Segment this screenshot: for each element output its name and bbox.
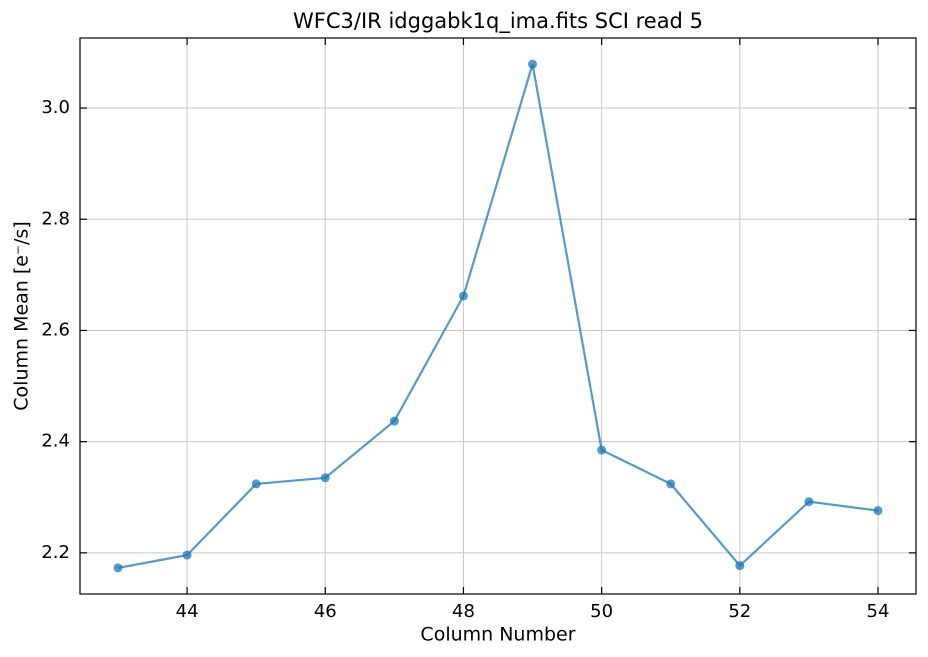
data-point: [528, 59, 538, 69]
x-tick-label: 50: [590, 601, 613, 622]
x-tick-label: 48: [452, 601, 475, 622]
y-tick-label: 2.6: [41, 319, 70, 340]
data-point: [597, 445, 607, 455]
data-point: [666, 479, 676, 489]
data-point: [320, 473, 330, 483]
plot-frame: [79, 37, 917, 595]
x-tick-label: 52: [728, 601, 751, 622]
y-tick-label: 2.4: [41, 431, 70, 452]
y-axis-label: Column Mean [e⁻/s]: [11, 221, 33, 410]
y-tick-label: 3.0: [41, 97, 70, 118]
data-point: [113, 563, 123, 573]
data-point: [735, 561, 745, 571]
x-tick-label: 44: [176, 601, 199, 622]
data-point: [804, 497, 814, 507]
data-point: [251, 479, 261, 489]
data-line: [117, 63, 879, 569]
y-tick-label: 2.8: [41, 208, 70, 229]
data-point: [873, 506, 883, 516]
x-axis-label: Column Number: [420, 624, 575, 646]
y-tick-label: 2.2: [41, 542, 70, 563]
data-point: [389, 416, 399, 426]
chart-title: WFC3/IR idggabk1q_ima.fits SCI read 5: [293, 9, 703, 34]
x-tick-label: 54: [867, 601, 890, 622]
data-point: [458, 291, 468, 301]
x-tick-label: 46: [314, 601, 337, 622]
data-point: [182, 550, 192, 560]
